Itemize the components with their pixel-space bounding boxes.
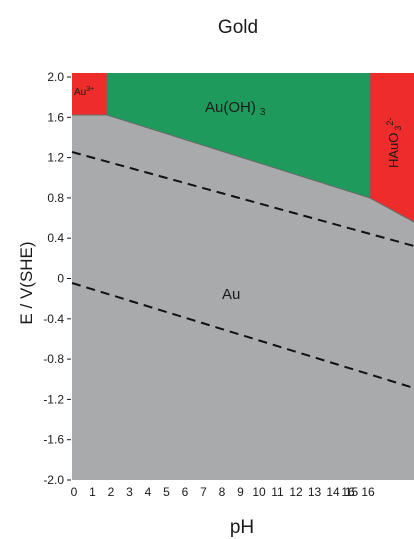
- y-tick-label: -1.2: [43, 392, 64, 406]
- hauo3-charge: 2-: [385, 118, 395, 126]
- x-tick-label: 1: [89, 485, 96, 499]
- x-tick-label: 8: [219, 485, 226, 499]
- x-tick-label: 9: [237, 485, 244, 499]
- y-tick-label: 1.2: [47, 151, 64, 165]
- x-tick-label: 15: [345, 485, 359, 499]
- y-tick-label: 1.6: [47, 110, 64, 124]
- x-tick-label: 7: [200, 485, 207, 499]
- x-tick-label: 0: [71, 485, 78, 499]
- region-label-au: Au: [222, 286, 240, 303]
- x-tick-label: 12: [289, 485, 303, 499]
- x-tick-label: 16: [341, 485, 355, 499]
- region-au3plus: [72, 73, 107, 115]
- hauo3-sub: 3: [393, 126, 403, 131]
- region-label-auoh3: Au(OH) 3: [205, 99, 266, 118]
- x-tick-label: 11: [271, 485, 284, 499]
- au3plus-charge: 3+: [86, 86, 94, 93]
- diagram-title: Gold: [218, 17, 258, 38]
- y-tick-label: 0.4: [47, 231, 64, 245]
- hauo3-text: HAuO: [386, 133, 401, 168]
- y-tick-label: 2.0: [47, 70, 64, 84]
- region-label-au3plus: Au3+: [74, 86, 94, 98]
- x-tick-label: 14: [326, 485, 340, 499]
- auoh3-sub: 3: [260, 107, 266, 118]
- y-axis: 2.0 1.6 1.2 0.8 0.4 0 -0.4 -0.8 -1.2 -1.6 -2.0: [43, 70, 71, 487]
- x-tick-label: 13: [308, 485, 322, 499]
- x-tick-label: 3: [126, 485, 133, 499]
- region-label-hauo3: HAuO 32-: [385, 118, 403, 168]
- x-tick-label: 2: [108, 485, 115, 499]
- y-axis-label: E / V(SHE): [17, 241, 36, 324]
- x-tick-label: 16: [361, 485, 375, 499]
- y-tick-label: 0: [57, 272, 64, 286]
- plot-area: Au3+ Au(OH) 3 HAuO32- Au: [71, 73, 414, 480]
- y-tick-label: -2.0: [43, 473, 64, 487]
- region-auoh3: [107, 73, 370, 198]
- x-tick-label: 5: [163, 485, 170, 499]
- y-tick-label: -0.8: [43, 352, 64, 366]
- boundary-line: [72, 114, 414, 223]
- y-tick-label: -1.6: [43, 433, 64, 447]
- auoh3-text: Au(OH): [205, 99, 256, 116]
- x-tick-label: 4: [145, 485, 152, 499]
- y-tick-label: -0.4: [43, 312, 64, 326]
- x-tick-label: 10: [252, 485, 266, 499]
- y-tick-label: 0.8: [47, 191, 64, 205]
- au3plus-text: Au: [74, 87, 86, 98]
- x-axis-label: pH: [230, 517, 254, 538]
- region-hauo3: [370, 73, 414, 222]
- region-au: [72, 115, 414, 480]
- x-tick-label: 6: [182, 485, 189, 499]
